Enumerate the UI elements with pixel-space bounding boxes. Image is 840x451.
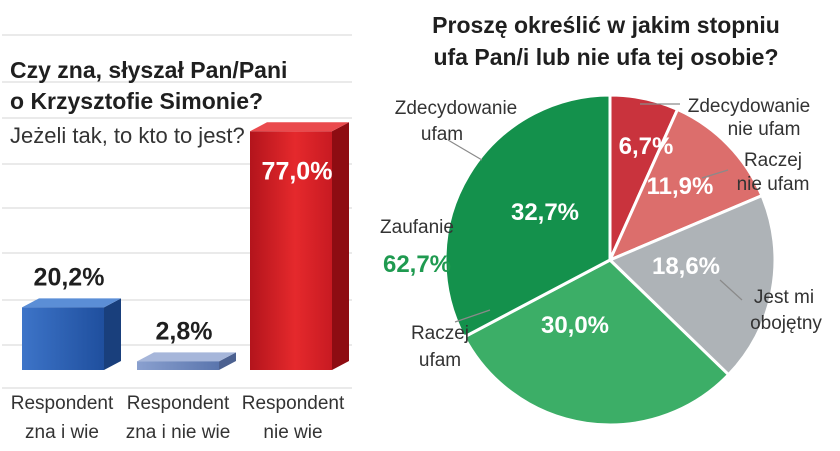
bar-category-label-3-line-1: Respondent bbox=[242, 393, 345, 414]
pie-value-label-raczej-ufam: 30,0% bbox=[541, 312, 609, 339]
bar-category-label-2-line-1: Respondent bbox=[127, 393, 230, 414]
bar-category-label-1-line-1: Respondent bbox=[11, 393, 114, 414]
bar-side-1 bbox=[104, 298, 121, 370]
pie-label-obojetny-line-1: Jest mi bbox=[754, 287, 814, 308]
pie-group-value: 62,7% bbox=[383, 251, 451, 278]
pie-chart-title-line-2: ufa Pan/i lub nie ufa tej osobie? bbox=[433, 44, 778, 70]
leader-line-raczej-ufam bbox=[454, 309, 491, 323]
pie-label-raczej-ufam-line-1: Raczej bbox=[411, 323, 469, 344]
pie-label-zdecydowanie-nie-ufam-line-1: Zdecydowanie bbox=[688, 96, 811, 117]
pie-slice-raczej-nie-ufam bbox=[607, 107, 764, 263]
pie-value-label-zdecydowanie-nie-ufam: 6,7% bbox=[619, 133, 674, 160]
bar-category-label-3-line-2: nie wie bbox=[263, 422, 322, 443]
pie-value-label-obojetny: 18,6% bbox=[652, 253, 720, 280]
bar-top-1 bbox=[22, 298, 121, 308]
bar-top-2 bbox=[137, 352, 236, 362]
pie-label-raczej-ufam-line-2: ufam bbox=[419, 350, 461, 371]
pie-slice-zdecydowanie-ufam bbox=[443, 93, 612, 340]
bar-value-label-1: 20,2% bbox=[34, 263, 105, 291]
bar-2 bbox=[137, 361, 219, 370]
pie-label-zdecydowanie-nie-ufam-line-2: nie ufam bbox=[728, 119, 801, 140]
pie-value-label-raczej-nie-ufam: 11,9% bbox=[647, 173, 714, 200]
bar-top-3 bbox=[250, 122, 349, 132]
bar-chart-title-line-2: o Krzysztofie Simonie? bbox=[10, 88, 263, 114]
pie-slice-raczej-ufam bbox=[462, 258, 731, 427]
pie-chart-slices bbox=[443, 93, 777, 427]
pie-label-raczej-nie-ufam-line-2: nie ufam bbox=[737, 174, 810, 195]
bar-3 bbox=[250, 131, 332, 370]
pie-group-label: Zaufanie bbox=[380, 217, 454, 238]
bar-chart-subtitle: Jeżeli tak, to kto to jest? bbox=[10, 123, 245, 148]
bar-side-2 bbox=[219, 352, 236, 370]
pie-slice-obojetny bbox=[607, 193, 777, 377]
bar-side-3 bbox=[332, 122, 349, 370]
bar-1 bbox=[22, 307, 104, 370]
pie-label-zdecydowanie-ufam-line-2: ufam bbox=[421, 124, 463, 145]
bar-chart-title-line-1: Czy zna, słyszał Pan/Pani bbox=[10, 57, 287, 83]
pie-label-zdecydowanie-ufam-line-1: Zdecydowanie bbox=[395, 98, 518, 119]
leader-line-raczej-nie-ufam bbox=[701, 169, 729, 179]
pie-label-raczej-nie-ufam-line-1: Raczej bbox=[744, 150, 802, 171]
bar-chart-bars bbox=[22, 122, 349, 370]
bar-value-label-2: 2,8% bbox=[156, 317, 213, 345]
pie-chart-title-line-1: Proszę określić w jakim stopniu bbox=[432, 12, 780, 38]
pie-leader-lines bbox=[447, 103, 743, 323]
leader-line-zdecydowanie-ufam bbox=[447, 139, 483, 161]
pie-label-obojetny-line-2: obojętny bbox=[750, 313, 822, 334]
bar-category-label-2-line-2: zna i nie wie bbox=[126, 422, 231, 443]
pie-value-label-zdecydowanie-ufam: 32,7% bbox=[511, 199, 579, 226]
leader-line-obojetny bbox=[719, 279, 743, 301]
bar-category-label-1-line-2: zna i wie bbox=[25, 422, 99, 443]
bar-value-label-3: 77,0% bbox=[262, 157, 333, 185]
